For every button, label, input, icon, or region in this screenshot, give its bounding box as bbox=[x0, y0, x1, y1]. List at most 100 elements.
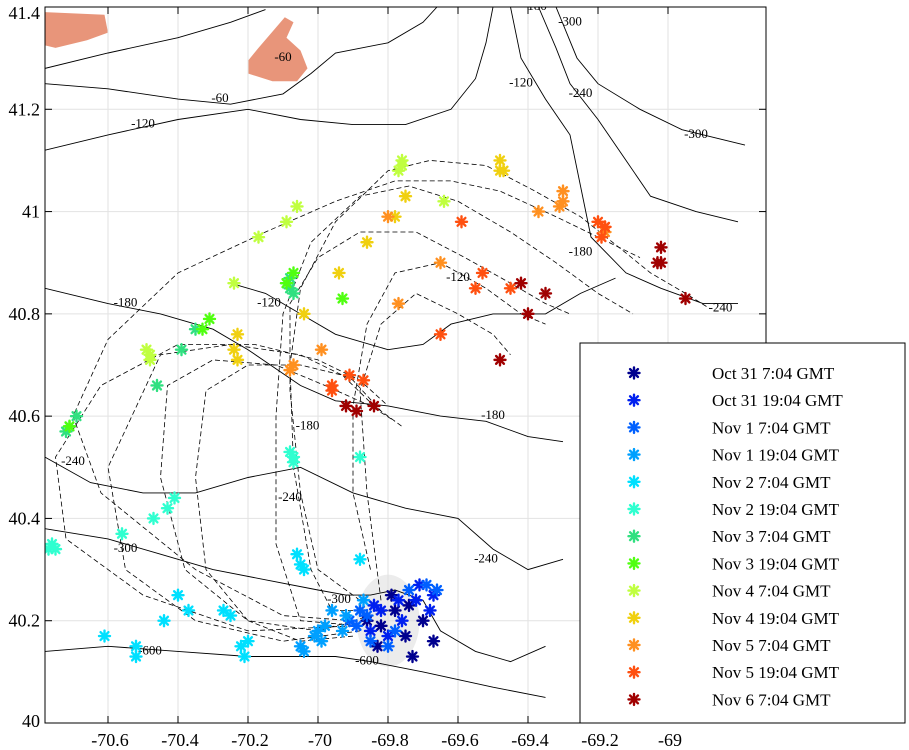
x-tick-label-1: -70.4 bbox=[161, 730, 199, 750]
legend-marker-6 bbox=[627, 529, 641, 543]
drifter-point-s1-1 bbox=[391, 593, 406, 607]
contour-label-18: -300 bbox=[114, 540, 138, 555]
legend-label-3: Nov 1 19:04 GMT bbox=[712, 446, 840, 465]
legend-entry-5: Nov 2 19:04 GMT bbox=[627, 500, 840, 519]
model-track-0 bbox=[289, 159, 711, 611]
x-tick-label-7: -69.2 bbox=[581, 730, 619, 750]
y-tick-label-2: 40.4 bbox=[9, 508, 41, 528]
y-tick-label-3: 40.6 bbox=[9, 406, 41, 426]
drifter-point-s2-1 bbox=[349, 619, 364, 633]
drifter-point-s9-6 bbox=[297, 307, 311, 321]
legend-marker-0 bbox=[627, 366, 641, 380]
drifter-point-s11-12 bbox=[356, 373, 371, 388]
drifter-point-s6-9 bbox=[69, 409, 84, 423]
contour-line-8 bbox=[45, 456, 564, 571]
contour-label-19: -300 bbox=[327, 591, 351, 606]
contour-label-1: -60 bbox=[211, 90, 228, 105]
legend-label-10: Nov 5 7:04 GMT bbox=[712, 636, 831, 655]
contour-label-layer: -60 -60 -120 -180 -300 -120 -240 -300 -180 -120 -1… bbox=[61, 7, 732, 668]
land-patch-1 bbox=[248, 17, 308, 82]
drifter-point-s6-5 bbox=[174, 342, 189, 357]
drifter-point-s8-2 bbox=[290, 199, 304, 214]
drifter-point-s9-5 bbox=[332, 266, 346, 280]
x-tick-label-0: -70.6 bbox=[91, 730, 129, 750]
legend-label-8: Nov 4 7:04 GMT bbox=[712, 582, 831, 601]
drifter-point-s3-9 bbox=[325, 603, 339, 618]
drifter-point-s11-3 bbox=[594, 230, 609, 244]
drifter-point-s12-4 bbox=[538, 286, 553, 301]
contour-line-2 bbox=[45, 7, 494, 151]
legend-label-5: Nov 2 19:04 GMT bbox=[712, 500, 840, 519]
contour-label-21: -600 bbox=[355, 653, 379, 668]
model-track-4 bbox=[160, 359, 396, 642]
drifter-point-s6-4 bbox=[150, 378, 164, 393]
legend-entry-1: Oct 31 19:04 GMT bbox=[627, 391, 843, 410]
drifter-point-s5-4 bbox=[167, 491, 182, 505]
drifter-point-s5-6 bbox=[146, 511, 161, 526]
drifter-point-s5-2 bbox=[286, 450, 301, 464]
contour-label-7: -300 bbox=[684, 126, 708, 141]
legend-entry-4: Nov 2 7:04 GMT bbox=[627, 473, 831, 492]
drifter-point-s0-6 bbox=[416, 614, 430, 628]
drifter-point-s7-2 bbox=[202, 312, 217, 326]
legend-label-9: Nov 4 19:04 GMT bbox=[712, 609, 840, 628]
contour-label-0: -60 bbox=[274, 49, 291, 64]
drifter-point-s1-0 bbox=[374, 603, 388, 618]
drifter-point-s9-3 bbox=[496, 163, 511, 178]
drifter-point-s11-2 bbox=[598, 220, 612, 234]
drifter-point-s0-1 bbox=[388, 603, 402, 618]
drifter-point-s7-0 bbox=[286, 266, 301, 280]
y-tick-label-0: 40 bbox=[22, 711, 40, 731]
contour-label-11: -180 bbox=[569, 243, 593, 258]
drifter-point-s12-3 bbox=[521, 307, 535, 321]
drifter-point-s9-4 bbox=[360, 235, 374, 249]
legend: Oct 31 7:04 GMT Oct 31 19:04 GMT Nov 1 7:0… bbox=[579, 342, 906, 724]
drifter-point-s0-2 bbox=[398, 629, 413, 643]
drifter-point-s1-3 bbox=[423, 603, 437, 618]
drifter-point-s5-5 bbox=[160, 501, 175, 515]
x-tick-label-3: -70 bbox=[308, 730, 332, 750]
contour-label-10: -120 bbox=[446, 269, 470, 284]
legend-marker-1 bbox=[627, 393, 641, 407]
x-tick-label-2: -70.2 bbox=[231, 730, 269, 750]
drifter-point-s11-9 bbox=[325, 378, 339, 393]
model-track-3 bbox=[107, 344, 382, 642]
drifter-point-s10-4 bbox=[433, 256, 448, 270]
drifter-point-s0-0 bbox=[374, 619, 388, 633]
drifter-point-s3-4 bbox=[314, 634, 329, 648]
drifter-point-s4-11 bbox=[97, 629, 112, 643]
legend-entry-2: Nov 1 7:04 GMT bbox=[627, 418, 831, 437]
legend-marker-8 bbox=[627, 583, 641, 598]
drifter-point-s11-4 bbox=[475, 266, 490, 280]
legend-entry-12: Nov 6 7:04 GMT bbox=[627, 690, 831, 709]
drifter-point-s2-2 bbox=[363, 634, 378, 648]
contour-line-4 bbox=[538, 7, 739, 223]
drifter-point-s2-6 bbox=[430, 583, 444, 597]
drifter-point-s3-7 bbox=[356, 593, 371, 607]
plot-area: -60 -60 -120 -180 -300 -120 -240 -300 -180 -120 -1… bbox=[45, 7, 766, 723]
drifter-point-s3-0 bbox=[339, 608, 353, 623]
x-tick-label-5: -69.6 bbox=[441, 730, 479, 750]
drifter-point-s0-8 bbox=[370, 639, 385, 653]
drifter-point-s7-4 bbox=[195, 322, 210, 336]
contour-label-2: -120 bbox=[131, 116, 155, 131]
drifter-point-s4-14 bbox=[353, 552, 367, 567]
drifter-point-s4-9 bbox=[171, 588, 185, 602]
legend-marker-5 bbox=[627, 502, 641, 516]
drifter-point-s12-2 bbox=[654, 256, 668, 270]
drifter-point-s4-10 bbox=[157, 614, 171, 628]
contour-label-5: -120 bbox=[509, 75, 533, 90]
legend-entry-11: Nov 5 19:04 GMT bbox=[627, 663, 840, 682]
drifter-points-layer bbox=[45, 153, 693, 664]
drifter-point-s11-6 bbox=[433, 327, 448, 342]
contour-line-7 bbox=[230, 277, 616, 351]
legend-label-0: Oct 31 7:04 GMT bbox=[712, 364, 835, 383]
y-tick-label-4: 40.8 bbox=[9, 304, 41, 324]
legend-label-6: Nov 3 7:04 GMT bbox=[712, 527, 831, 546]
drifter-point-s11-10 bbox=[591, 215, 605, 229]
bathymetry-contour-layer bbox=[45, 7, 746, 698]
drifter-point-s4-4 bbox=[234, 639, 248, 653]
contour-label-14: -240 bbox=[61, 453, 85, 468]
y-tick-label-1: 40.2 bbox=[9, 611, 41, 631]
contour-label-12: -180 bbox=[296, 417, 320, 432]
